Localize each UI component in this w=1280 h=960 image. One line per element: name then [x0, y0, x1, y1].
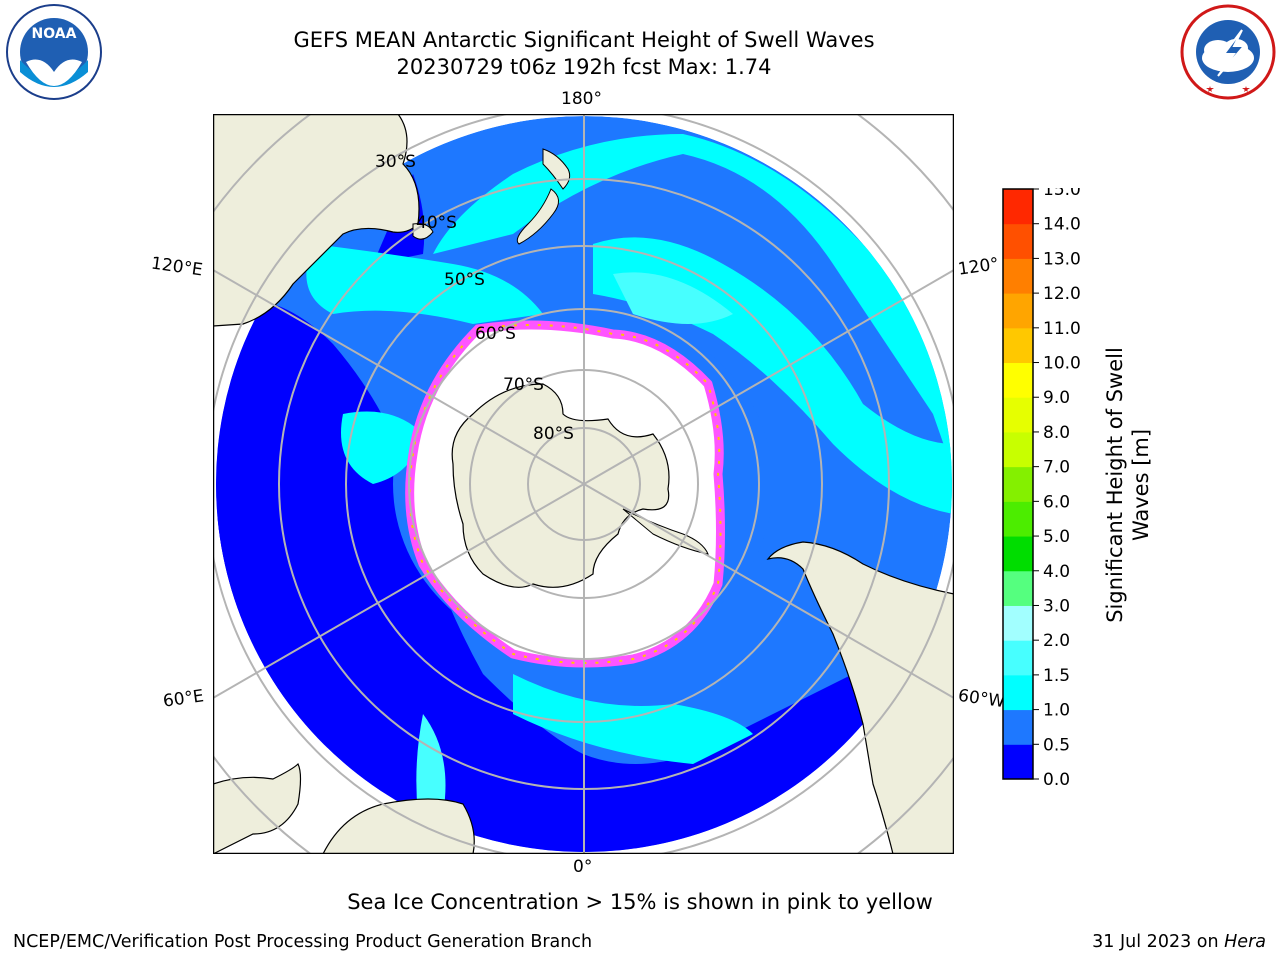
colorbar-tick-label: 1.0 [1043, 701, 1070, 721]
colorbar-swatch [1003, 397, 1033, 433]
noaa-logo-text: NOAA [32, 26, 77, 42]
colorbar-tick-label: 4.0 [1043, 562, 1070, 582]
lat-label-30s: 30°S [375, 152, 416, 172]
lon-label-120w: 120° [956, 254, 1001, 280]
lat-label-80s: 80°S [533, 424, 574, 444]
colorbar-tick-label: 13.0 [1043, 249, 1081, 269]
lat-label-40s: 40°S [416, 213, 457, 233]
colorbar-swatch [1003, 258, 1033, 294]
colorbar-swatch [1003, 674, 1033, 711]
swell-band-cyan-south [513, 674, 753, 764]
colorbar-swatch [1003, 362, 1033, 398]
colorbar-swatch [1003, 293, 1033, 329]
colorbar-tick-label: 6.0 [1043, 492, 1070, 512]
colorbar-tick-label: 8.0 [1043, 423, 1070, 443]
footer-credit: NCEP/EMC/Verification Post Processing Pr… [13, 932, 593, 952]
footer-date: 31 Jul 2023 on Hera [1092, 932, 1266, 952]
colorbar-tick-label: 0.0 [1043, 770, 1070, 788]
antarctica-land [451, 383, 670, 588]
colorbar-tick-label: 10.0 [1043, 354, 1081, 374]
colorbar-tick-label: 12.0 [1043, 284, 1081, 304]
colorbar-tick-label: 9.0 [1043, 388, 1070, 408]
colorbar-tick-label: 1.5 [1043, 666, 1070, 686]
nws-logo-icon [1178, 2, 1278, 106]
colorbar-swatch [1003, 466, 1033, 502]
chart-title: GEFS MEAN Antarctic Significant Height o… [293, 28, 875, 52]
africa-land [322, 798, 475, 854]
colorbar-swatch [1003, 431, 1033, 468]
colorbar-swatch [1003, 223, 1033, 259]
colorbar-title: Significant Height of Swell Waves [m] [1102, 347, 1154, 623]
lon-label-0: 0° [573, 857, 593, 877]
swell-band-cyan-tasman [306, 244, 543, 324]
colorbar: 0.0 0.5 1.0 1.5 2.0 3.0 4.0 5.0 6.0 7.0 8.0 9.0 10.0… [1002, 180, 1092, 792]
colorbar-swatch [1003, 709, 1033, 745]
madagascar-region-land [213, 762, 302, 854]
lat-label-50s: 50°S [444, 270, 485, 290]
swell-band-cyan-west [341, 411, 423, 484]
map-border [212, 113, 955, 855]
colorbar-swatch [1003, 189, 1033, 225]
swell-band-cyan-north [433, 134, 952, 474]
colorbar-swatch [1003, 501, 1033, 537]
colorbar-title-line1: Significant Height of Swell [1103, 347, 1127, 623]
polar-map [212, 113, 955, 855]
colorbar-swatch [1003, 640, 1033, 676]
lat-label-60s: 60°S [475, 324, 516, 344]
colorbar-tick-label: 3.0 [1043, 596, 1070, 616]
lon-label-60e: 60°E [161, 686, 206, 712]
footer-host: Hera [1224, 932, 1266, 952]
lon-label-120e: 120°E [149, 253, 204, 281]
chart-subtitle: 20230729 t06z 192h fcst Max: 1.74 [396, 55, 772, 79]
colorbar-border [1002, 188, 1034, 780]
swell-band-light-cyan [613, 272, 733, 324]
new-zealand-south-island [516, 188, 559, 245]
colorbar-tick-label: 11.0 [1043, 319, 1081, 339]
colorbar-tick-label: 7.0 [1043, 458, 1070, 478]
noaa-logo-icon: NOAA [2, 2, 106, 106]
colorbar-tick-label: 2.0 [1043, 631, 1070, 651]
colorbar-swatch [1003, 536, 1033, 572]
colorbar-swatch [1003, 744, 1033, 780]
colorbar-tick-label: 0.5 [1043, 735, 1070, 755]
colorbar-title-line2: Waves [m] [1129, 428, 1153, 542]
colorbar-tick-label: 5.0 [1043, 527, 1070, 547]
colorbar-swatch [1003, 605, 1033, 641]
graticule-longitude [213, 114, 954, 854]
footer-date-text: 31 Jul 2023 on [1092, 932, 1225, 952]
lat-label-70s: 70°S [503, 375, 544, 395]
australia-land [213, 114, 420, 327]
swell-band-cyan-south-west [416, 714, 446, 814]
colorbar-tick-label: 14.0 [1043, 215, 1081, 235]
colorbar-swatch [1003, 327, 1033, 364]
lon-label-60w: 60°W [956, 685, 1007, 713]
colorbar-swatch [1003, 570, 1033, 606]
lon-label-180: 180° [561, 89, 602, 109]
colorbar-tick-label: 15.0 [1043, 188, 1081, 200]
sea-ice-note: Sea Ice Concentration > 15% is shown in … [347, 890, 933, 914]
